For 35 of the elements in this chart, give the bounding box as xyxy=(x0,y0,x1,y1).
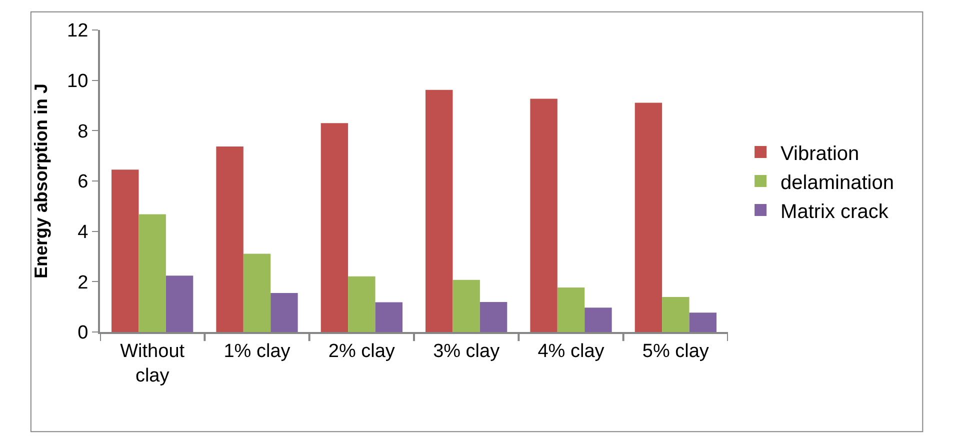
y-tick-label: 8 xyxy=(78,121,88,142)
bar xyxy=(634,102,662,332)
x-tick-label: 2% clay xyxy=(328,340,396,362)
x-tick-label: 4% clay xyxy=(538,340,605,362)
y-axis-title: Energy absorption in J xyxy=(30,83,51,279)
y-tick-label: 6 xyxy=(78,172,88,193)
bar xyxy=(530,98,558,332)
legend-label: delamination xyxy=(780,172,894,194)
y-tick-label: 2 xyxy=(78,272,88,294)
bar xyxy=(584,308,612,332)
bar xyxy=(138,214,166,332)
bar xyxy=(112,170,139,332)
y-tick-label: 10 xyxy=(67,70,88,92)
legend-label: Matrix crack xyxy=(780,200,890,223)
y-tick-label: 12 xyxy=(67,20,88,42)
x-tick-label: 3% clay xyxy=(433,340,500,362)
bar xyxy=(348,276,376,332)
x-tick-label: 5% clay xyxy=(642,340,710,362)
bar xyxy=(662,297,690,332)
bar xyxy=(320,123,348,332)
legend-label: Vibration xyxy=(780,142,860,165)
bar xyxy=(426,90,453,332)
bar xyxy=(270,292,298,332)
bar xyxy=(166,276,194,332)
bar xyxy=(243,254,271,332)
bar xyxy=(216,146,244,332)
bar xyxy=(689,312,716,332)
bar xyxy=(557,287,585,332)
y-tick-label: 0 xyxy=(78,322,88,344)
bar xyxy=(375,302,402,332)
bar xyxy=(452,280,480,332)
x-tick-label: Without clay xyxy=(120,340,186,386)
x-tick-label: 1% clay xyxy=(224,340,291,362)
bar xyxy=(480,302,508,332)
y-tick-label: 4 xyxy=(78,222,89,243)
